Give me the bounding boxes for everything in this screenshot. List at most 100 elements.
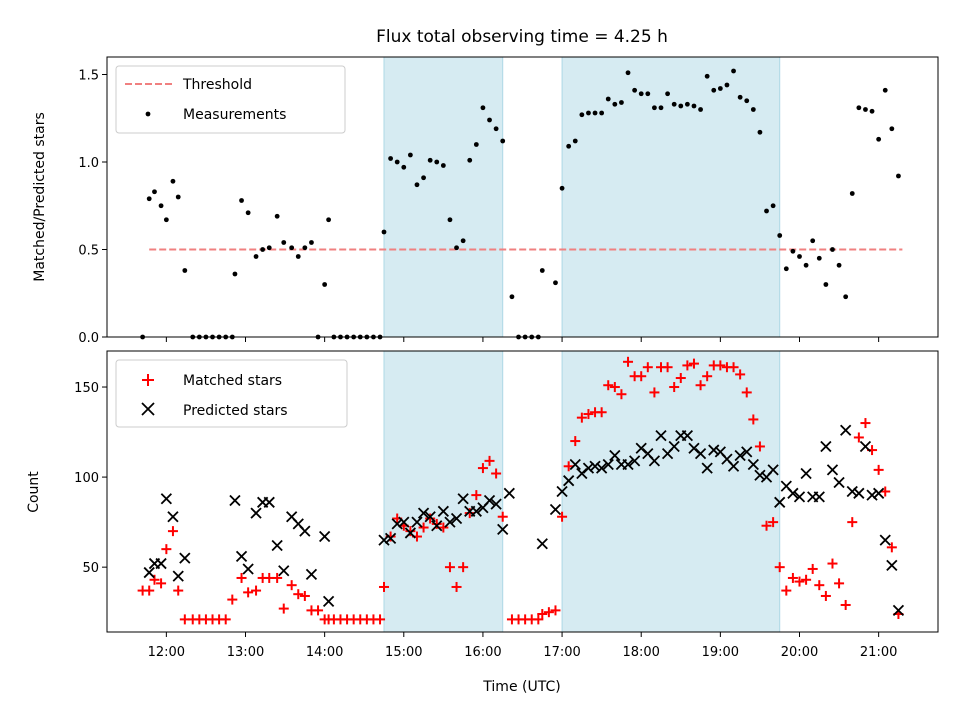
matched-star-point [167, 526, 178, 537]
predicted-star-point [411, 516, 423, 528]
predicted-star-point [319, 530, 331, 543]
measurement-point [566, 143, 572, 149]
top-plot-frame [106, 56, 939, 338]
predicted-star-point [609, 449, 621, 462]
predicted-star-point [826, 464, 839, 476]
measurement-point [500, 138, 506, 144]
predicted-star-point [622, 458, 634, 471]
predicted-star-point [322, 595, 335, 608]
measurement-point [460, 238, 466, 244]
matched-star-point [787, 572, 798, 583]
measurement-point [757, 129, 763, 135]
predicted-star-point [582, 462, 595, 474]
matched-star-point [444, 562, 455, 573]
matched-star-point [880, 486, 891, 497]
predicted-star-point [846, 485, 858, 498]
predicted-star-point [536, 538, 548, 550]
measurement-point [816, 255, 822, 261]
predicted-star-point [450, 512, 463, 525]
matched-star-point [609, 382, 620, 393]
predicted-star-point [793, 491, 806, 503]
measurement-point [882, 87, 888, 93]
top-y-tick-label: 0.5 [78, 244, 99, 259]
predicted-star-point [787, 487, 799, 499]
matched-star-point [543, 607, 554, 618]
measurement-point [175, 194, 181, 200]
matched-star-point [695, 380, 706, 391]
matched-star-point [144, 585, 155, 596]
measurement-point [731, 68, 736, 74]
measurement-point [605, 96, 611, 102]
measurement-point [572, 138, 578, 144]
measurement-point [843, 294, 849, 300]
predicted-star-point [391, 518, 403, 530]
predicted-star-point [384, 532, 397, 544]
predicted-star-point [378, 534, 390, 546]
measurement-point [823, 282, 829, 287]
measurement-point [467, 157, 473, 163]
matched-star-point [847, 517, 858, 528]
predicted-star-point [503, 487, 515, 499]
matched-star-point [451, 581, 462, 592]
matched-star-point [807, 563, 818, 574]
matched-star-point [278, 603, 289, 614]
predicted-star-point [668, 440, 680, 453]
predicted-star-point [873, 487, 885, 499]
matched-star-point [814, 580, 825, 591]
predicted-star-point [437, 505, 449, 517]
measurement-point [876, 136, 882, 142]
measurement-point [889, 126, 895, 132]
predicted-star-point [444, 516, 456, 528]
matched-star-point [471, 490, 482, 501]
matched-star-point [682, 360, 693, 371]
measurement-point [645, 91, 651, 97]
matched-star-point [161, 544, 172, 555]
measurement-point [473, 142, 479, 147]
measurement-point [658, 105, 664, 111]
measurement-point [414, 182, 420, 188]
x-axis-label: Time (UTC) [482, 679, 560, 695]
bottom-y-tick-label: 100 [74, 471, 99, 486]
matched-star-point [702, 371, 713, 382]
matched-star-point [286, 580, 297, 591]
measurement-point [440, 163, 446, 168]
measurement-point [684, 101, 690, 107]
measurement-point [274, 213, 280, 219]
matched-star-point [768, 517, 779, 528]
matched-star-point [533, 614, 544, 625]
matched-star-point [636, 371, 647, 382]
predicted-star-point [833, 476, 845, 489]
measurement-point [239, 198, 244, 203]
predicted-star-point [892, 604, 905, 617]
predicted-star-point [398, 516, 410, 528]
matched-star-point [149, 574, 160, 585]
predicted-star-point [483, 494, 496, 507]
top-panel: 0.0 0.5 1.0 1.5 Matched/Predicted stars Thr… [32, 56, 939, 346]
predicted-star-point [263, 496, 275, 508]
matched-star-point [550, 605, 561, 616]
bottom-y-axis-label: Count [26, 471, 42, 513]
bottom-legend: Matched stars Predicted stars [115, 359, 348, 428]
measurement-point [717, 86, 723, 91]
measurement-point [586, 110, 591, 116]
matched-star-point [834, 578, 845, 589]
predicted-star-point [250, 507, 262, 519]
x-tick-label: 20:00 [781, 645, 818, 660]
x-tick-label: 14:00 [306, 645, 343, 660]
matched-star-point [794, 576, 805, 587]
predicted-star-point [424, 511, 436, 523]
predicted-star-point [813, 491, 825, 503]
bottom-shaded-interval [384, 351, 503, 632]
measurement-point [245, 210, 251, 216]
matched-star-point [227, 594, 238, 605]
predicted-star-point [694, 448, 707, 460]
measurement-point [553, 280, 558, 286]
predicted-star-point [628, 455, 641, 467]
matched-star-point [576, 412, 587, 423]
x-tick-label: 21:00 [860, 645, 897, 660]
legend-predicted-label: Predicted stars [183, 403, 288, 419]
measurement-point [322, 282, 328, 287]
x-tick-label: 13:00 [227, 645, 264, 660]
